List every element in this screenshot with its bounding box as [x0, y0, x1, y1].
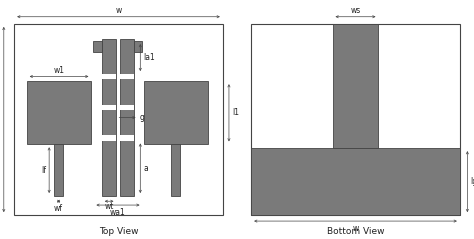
Bar: [119, 39, 134, 196]
Text: g: g: [139, 113, 144, 122]
Text: a: a: [143, 164, 148, 173]
Bar: [102, 135, 117, 141]
Text: Top View: Top View: [99, 227, 138, 236]
Bar: [119, 74, 134, 79]
Text: w: w: [115, 6, 122, 15]
Bar: [102, 74, 117, 79]
Bar: [14, 24, 223, 215]
Bar: [119, 135, 134, 141]
Text: ws: ws: [350, 6, 361, 15]
Text: la1: la1: [143, 53, 155, 62]
Bar: [171, 144, 180, 196]
Text: lf: lf: [41, 166, 46, 175]
Text: l1: l1: [232, 108, 239, 117]
Text: Bottom View: Bottom View: [327, 227, 384, 236]
Text: wt: wt: [104, 202, 114, 211]
Bar: [144, 81, 208, 144]
Bar: [102, 39, 117, 196]
Bar: [119, 105, 134, 110]
Bar: [251, 148, 460, 215]
Text: wa1: wa1: [110, 208, 126, 217]
Text: wf: wf: [54, 204, 63, 213]
Bar: [333, 24, 378, 148]
Text: w: w: [352, 224, 359, 233]
Text: lg: lg: [470, 177, 474, 186]
Bar: [251, 24, 460, 215]
Bar: [134, 41, 143, 52]
Bar: [93, 41, 102, 52]
Bar: [102, 105, 117, 110]
Text: w1: w1: [54, 65, 64, 75]
Bar: [27, 81, 91, 144]
Bar: [54, 144, 63, 196]
